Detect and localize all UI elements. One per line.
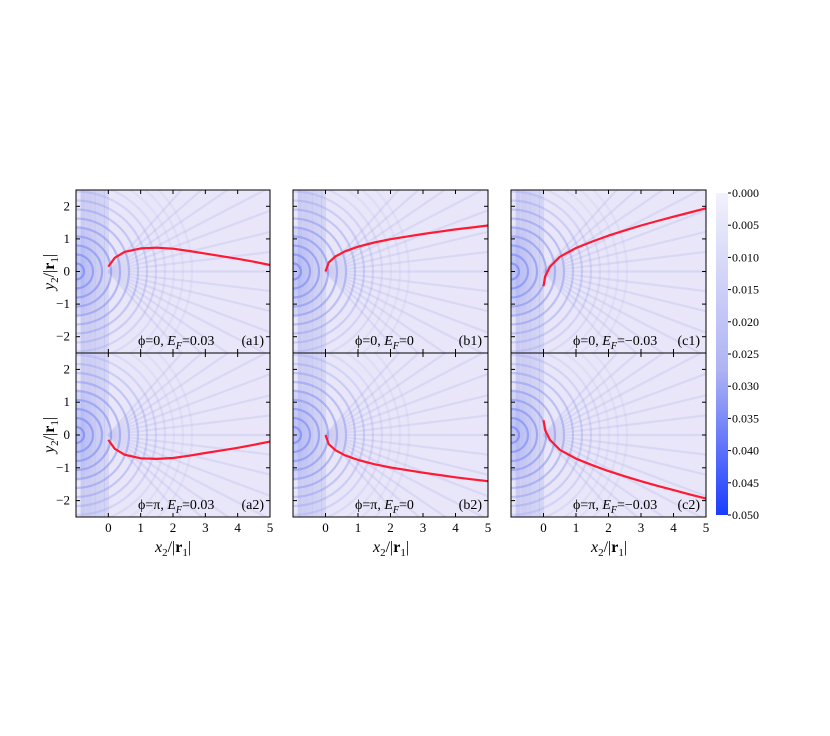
colorbar: 0.000 0.005 0.010 0.015 0.020 0.025 0.030 0.035… bbox=[716, 186, 759, 522]
x-tick-label: 2 bbox=[387, 520, 394, 535]
x-axis-label: x2/|r1| bbox=[372, 539, 409, 559]
x-tick-label: 3 bbox=[202, 520, 209, 535]
colorbar-tick-label: 0.025 bbox=[732, 347, 759, 361]
y-tick-label: 1 bbox=[64, 394, 71, 409]
x-tick-label: 0 bbox=[322, 520, 329, 535]
y-axis-label: y2/|r1| bbox=[41, 254, 61, 292]
y-tick-label: −1 bbox=[56, 296, 70, 311]
x-tick-label: 0 bbox=[105, 520, 112, 535]
colorbar-gradient bbox=[716, 193, 728, 515]
x-axis-label: x2/|r1| bbox=[154, 539, 191, 559]
heatmap-texture bbox=[293, 190, 488, 353]
x-tick-label: 1 bbox=[137, 520, 144, 535]
x-tick-label: 1 bbox=[355, 520, 362, 535]
heatmap-texture bbox=[511, 190, 706, 353]
x-tick-label: 2 bbox=[605, 520, 612, 535]
colorbar-tick-label: 0.040 bbox=[732, 444, 759, 458]
panel-b2: 0 1 2 3 4 5 ϕ=π, EF=0 (b2) bbox=[292, 352, 492, 535]
colorbar-tick-label: 0.015 bbox=[732, 283, 759, 297]
panel-label: (c2) bbox=[677, 498, 700, 513]
trajectory-line bbox=[542, 420, 707, 500]
panel-c1: ϕ=0, EF=−0.03 (c1) bbox=[510, 189, 707, 354]
panel-c2: 0 1 2 3 4 5 ϕ=π, EF=−0.03 (c2) bbox=[510, 352, 710, 535]
x-axis-label: x2/|r1| bbox=[590, 539, 627, 559]
trajectory-line bbox=[542, 207, 707, 287]
colorbar-tick-label: 0.020 bbox=[732, 315, 759, 329]
y-tick-label: 1 bbox=[64, 231, 71, 246]
panel-label: (b1) bbox=[459, 334, 483, 349]
x-tick-label: 4 bbox=[452, 520, 459, 535]
x-tick-label: 5 bbox=[267, 520, 274, 535]
y-tick-label: −2 bbox=[56, 493, 70, 508]
y-tick-label: 0 bbox=[64, 264, 71, 279]
colorbar-tick-label: 0.000 bbox=[732, 186, 759, 200]
axis-labels-layer: y2/|r1| y2/|r1| x2/|r1| x2/|r1| x2/|r1| bbox=[41, 254, 627, 559]
panel-a2: −2 −1 0 1 2 0 1 2 3 4 5 ϕ=π, EF=0.03 (a2) bbox=[56, 352, 274, 535]
heatmap-texture bbox=[511, 353, 706, 517]
x-tick-label: 3 bbox=[638, 520, 645, 535]
colorbar-tick-label: 0.050 bbox=[732, 508, 759, 522]
y-axis-label: y2/|r1| bbox=[41, 417, 61, 455]
panel-annotation: ϕ=π, EF=0.03 bbox=[138, 498, 214, 516]
x-tick-label: 4 bbox=[670, 520, 677, 535]
panel-b1: ϕ=0, EF=0 (b1) bbox=[292, 189, 489, 354]
panel-annotation: ϕ=0, EF=0 bbox=[355, 334, 414, 352]
y-tick-label: −2 bbox=[56, 329, 70, 344]
y-tick-label: 0 bbox=[64, 427, 71, 442]
colorbar-tick-label: 0.035 bbox=[732, 411, 759, 425]
panel-annotation: ϕ=0, EF=0.03 bbox=[138, 334, 214, 352]
colorbar-tick-label: 0.010 bbox=[732, 250, 759, 264]
panels-layer: −2 −1 0 1 2 ϕ=0, EF=0.03 (a1) −2 −1 0 1 2 0 1 2 3 4 5 ϕ=π,… bbox=[56, 189, 710, 535]
panel-label: (a1) bbox=[241, 334, 264, 349]
heatmap-texture bbox=[76, 190, 270, 353]
y-tick-label: 2 bbox=[64, 198, 71, 213]
trajectory-line bbox=[107, 439, 271, 460]
panel-label: (b2) bbox=[459, 498, 483, 513]
x-tick-label: 5 bbox=[703, 520, 710, 535]
x-tick-label: 2 bbox=[170, 520, 177, 535]
panel-annotation: ϕ=π, EF=−0.03 bbox=[573, 498, 657, 516]
colorbar-tick-label: 0.030 bbox=[732, 379, 759, 393]
panel-annotation: ϕ=π, EF=0 bbox=[355, 498, 414, 516]
panel-a1: −2 −1 0 1 2 ϕ=0, EF=0.03 (a1) bbox=[56, 189, 271, 354]
colorbar-tick-label: 0.005 bbox=[732, 218, 759, 232]
y-tick-label: 2 bbox=[64, 361, 71, 376]
trajectory-line bbox=[107, 246, 271, 268]
panel-label: (c1) bbox=[677, 334, 700, 349]
x-tick-label: 0 bbox=[540, 520, 547, 535]
x-tick-label: 3 bbox=[420, 520, 427, 535]
trajectory-line bbox=[324, 224, 489, 272]
panel-annotation: ϕ=0, EF=−0.03 bbox=[573, 334, 657, 352]
heatmap-texture bbox=[293, 353, 488, 517]
heatmap-texture bbox=[76, 353, 270, 517]
panel-label: (a2) bbox=[241, 498, 264, 513]
x-tick-label: 4 bbox=[234, 520, 241, 535]
colorbar-tick-label: 0.045 bbox=[732, 476, 759, 490]
y-tick-label: −1 bbox=[56, 460, 70, 475]
x-tick-label: 1 bbox=[573, 520, 580, 535]
trajectory-line bbox=[324, 434, 489, 483]
x-tick-label: 5 bbox=[485, 520, 492, 535]
